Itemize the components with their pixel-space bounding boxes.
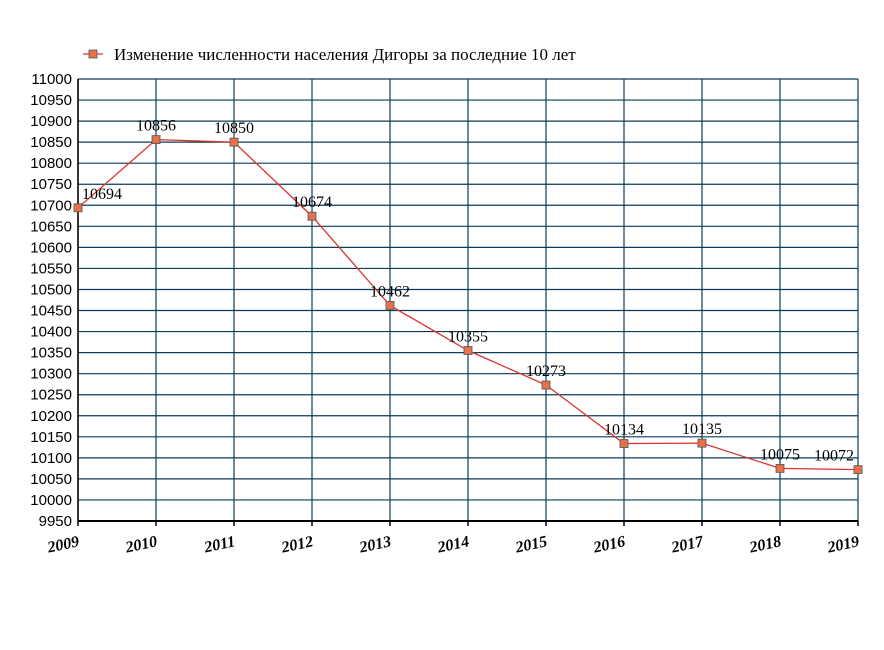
y-tick-label: 10950 [30,92,72,109]
x-tick-label: 2010 [123,533,159,556]
x-tick-label: 2016 [591,533,627,556]
data-point-marker [385,301,395,310]
y-tick-label: 10900 [30,113,72,130]
x-tick-label: 2009 [45,533,81,556]
data-label: 10850 [214,120,254,137]
data-point-marker [775,463,785,473]
y-tick-label: 10050 [30,471,72,488]
x-tick-label: 2017 [669,533,706,557]
y-tick-label: 9950 [39,513,72,530]
y-tick-label: 10100 [30,450,72,467]
x-tick-label: 2019 [825,533,861,556]
data-label: 10072 [814,448,854,465]
y-tick-label: 10700 [30,197,72,214]
y-tick-label: 10300 [30,366,72,383]
data-point-marker [307,211,317,221]
data-point-marker [541,380,551,390]
data-label: 10462 [370,283,410,300]
y-tick-label: 10350 [30,345,72,362]
data-point-marker [73,203,83,213]
data-label: 10355 [448,329,488,346]
data-label: 10856 [136,118,176,135]
x-tick-label: 2015 [513,533,549,556]
legend-marker-swatch [88,49,98,59]
data-point-marker [151,135,161,145]
x-tick-label: 2013 [357,533,393,556]
y-tick-label: 10400 [30,324,72,341]
data-point-marker [853,465,863,475]
y-tick-label: 10800 [30,155,72,172]
y-tick-label: 10450 [30,303,72,320]
x-tick-label: 2012 [279,533,315,556]
data-point-marker [697,438,707,448]
data-label: 10075 [760,446,800,463]
legend: Изменение численности населения Дигоры з… [83,45,576,64]
data-label: 10674 [292,194,332,211]
y-tick-label: 10200 [30,408,72,425]
x-tick-label: 2011 [202,533,237,556]
y-tick-label: 10750 [30,176,72,193]
y-tick-label: 10600 [30,239,72,256]
x-tick-label: 2014 [435,533,471,556]
y-tick-label: 10650 [30,218,72,235]
y-tick-label: 11000 [31,71,72,88]
data-label: 10694 [82,186,122,203]
y-tick-label: 10000 [30,492,72,509]
y-tick-label: 10550 [30,260,72,277]
data-point-marker [619,439,629,448]
data-label: 10135 [682,421,722,438]
y-tick-label: 10150 [30,429,72,446]
x-tick-label: 2018 [747,533,783,556]
data-label: 10273 [526,363,566,380]
plot-area: 9950 10000 10050 10100 10150 10200 10250 10300 1… [30,71,863,557]
data-point-marker [229,137,239,147]
data-label: 10134 [604,422,644,439]
y-tick-label: 10850 [30,134,72,151]
legend-label: Изменение численности населения Дигоры з… [114,45,576,64]
y-tick-label: 10500 [30,281,72,298]
data-point-marker [463,346,473,355]
y-tick-label: 10250 [30,387,72,404]
